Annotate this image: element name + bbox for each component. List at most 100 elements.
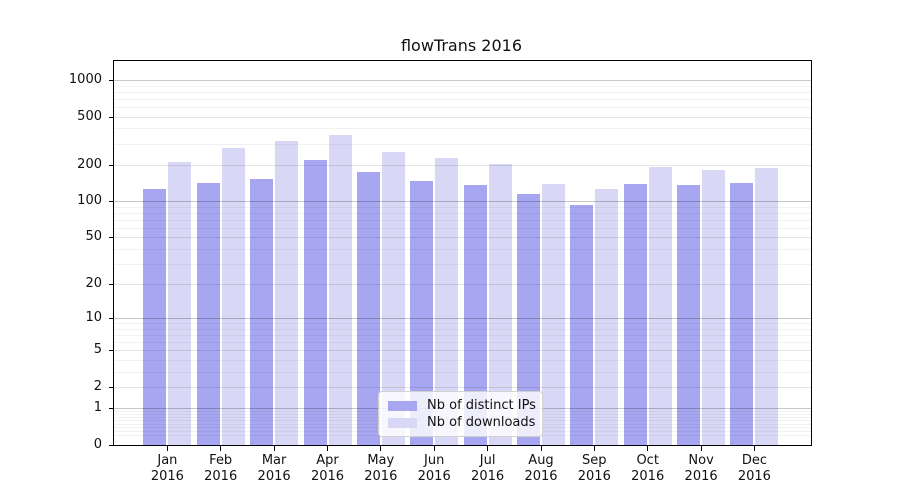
- y-tick-mark: [109, 116, 113, 118]
- x-tick-mark: [220, 446, 222, 451]
- bar-distinct-ips: [196, 183, 220, 445]
- y-tick-label: 10: [85, 310, 102, 326]
- bar-downloads: [595, 189, 619, 445]
- bar-downloads: [702, 170, 726, 445]
- x-tick-label: Dec 2016: [737, 453, 771, 484]
- gridline-mid: [114, 237, 811, 239]
- gridline-minor: [114, 85, 811, 87]
- legend-swatch-downloads-icon: [388, 417, 417, 428]
- y-tick-label: 2: [93, 379, 102, 394]
- gridline-minor: [114, 91, 811, 93]
- x-tick-label: Aug 2016: [524, 453, 558, 484]
- bar-distinct-ips: [517, 194, 540, 445]
- bar-distinct-ips: [677, 185, 701, 445]
- legend-item-distinct-ips: Nb of distinct IPs: [388, 397, 536, 414]
- bar-downloads: [381, 151, 405, 445]
- y-tick-label: 20: [85, 276, 102, 292]
- chart-title: flowTrans 2016: [400, 36, 523, 55]
- x-tick-label: May 2016: [364, 453, 398, 484]
- x-tick-mark: [273, 446, 275, 451]
- y-tick-mark: [109, 318, 113, 320]
- gridline-minor: [114, 219, 811, 221]
- gridline-minor: [114, 328, 811, 330]
- gridline-mid: [114, 387, 811, 388]
- gridline-minor: [114, 263, 811, 265]
- y-tick-label: 200: [77, 156, 102, 172]
- bar-distinct-ips: [730, 183, 754, 445]
- y-tick-label: 50: [85, 229, 102, 245]
- x-tick-label: Nov 2016: [684, 453, 718, 484]
- bar-downloads: [275, 140, 299, 445]
- gridline-minor: [114, 98, 811, 100]
- bar-distinct-ips: [463, 184, 487, 445]
- x-tick-label: Oct 2016: [631, 453, 665, 484]
- bar-downloads: [221, 147, 245, 445]
- gridline-minor: [114, 107, 811, 108]
- gridline-mid: [114, 284, 811, 286]
- x-tick-mark: [700, 446, 702, 451]
- x-tick-mark: [433, 446, 435, 451]
- x-tick-label: Mar 2016: [257, 453, 291, 484]
- x-tick-mark: [540, 446, 542, 451]
- gridline-mid: [114, 164, 811, 166]
- bar-downloads: [488, 163, 512, 445]
- legend: Nb of distinct IPs Nb of downloads: [378, 391, 543, 437]
- y-tick-mark: [109, 408, 113, 410]
- x-tick-mark: [593, 446, 595, 451]
- gridline-minor: [114, 143, 811, 145]
- bar-distinct-ips: [303, 160, 327, 445]
- gridline-mid: [114, 116, 811, 118]
- gridline-minor: [114, 206, 811, 208]
- gridline-mid: [114, 350, 811, 352]
- y-tick-label: 1: [93, 400, 102, 416]
- x-tick-label: Jan 2016: [150, 453, 184, 484]
- gridline-minor: [114, 212, 811, 214]
- legend-item-downloads: Nb of downloads: [388, 414, 536, 431]
- x-tick-mark: [753, 446, 755, 451]
- bar-distinct-ips: [623, 183, 647, 445]
- x-tick-mark: [166, 446, 168, 451]
- x-tick-mark: [327, 446, 328, 451]
- bar-distinct-ips: [570, 205, 594, 445]
- legend-label-distinct-ips: Nb of distinct IPs: [427, 398, 536, 413]
- y-tick-mark: [109, 387, 113, 388]
- legend-swatch-ips-icon: [388, 400, 417, 411]
- x-tick-label: Jun 2016: [417, 453, 451, 484]
- legend-label-downloads: Nb of downloads: [427, 415, 536, 430]
- gridline-major: [114, 318, 811, 320]
- bar-distinct-ips: [143, 188, 167, 445]
- x-tick-label: Sep 2016: [577, 453, 611, 484]
- y-tick-label: 500: [77, 108, 102, 124]
- x-tick-label: Jul 2016: [471, 453, 505, 484]
- y-tick-mark: [109, 445, 113, 446]
- bar-distinct-ips: [356, 172, 380, 445]
- gridline-minor: [114, 342, 811, 344]
- y-tick-mark: [109, 164, 113, 166]
- bar-downloads: [435, 157, 459, 445]
- gridline-minor: [114, 360, 811, 361]
- bar-distinct-ips: [410, 181, 434, 445]
- bar-downloads: [648, 167, 672, 445]
- y-tick-mark: [109, 284, 113, 286]
- bar-distinct-ips: [250, 179, 274, 445]
- gridline-minor: [114, 335, 811, 337]
- y-tick-mark: [109, 80, 113, 81]
- x-tick-mark: [380, 446, 382, 451]
- x-tick-label: Apr 2016: [310, 453, 345, 484]
- bar-downloads: [542, 184, 565, 445]
- y-tick-label: 0: [93, 437, 102, 452]
- y-tick-mark: [109, 350, 113, 352]
- gridline-major: [114, 80, 811, 81]
- bar-downloads: [168, 162, 192, 445]
- y-tick-label: 100: [77, 193, 102, 209]
- y-tick-label: 5: [93, 342, 102, 358]
- x-tick-mark: [647, 446, 649, 451]
- plot-area: 0 1 2 5 10 20 50 100 200 500 1000 Jan 2016 Feb 2016 M…: [69, 60, 812, 484]
- gridline-minor: [114, 371, 811, 373]
- y-tick-label: 1000: [68, 72, 102, 87]
- gridline-minor: [114, 248, 811, 250]
- bar-downloads: [755, 167, 779, 445]
- x-tick-mark: [487, 446, 489, 451]
- x-tick-label: Feb 2016: [204, 453, 238, 484]
